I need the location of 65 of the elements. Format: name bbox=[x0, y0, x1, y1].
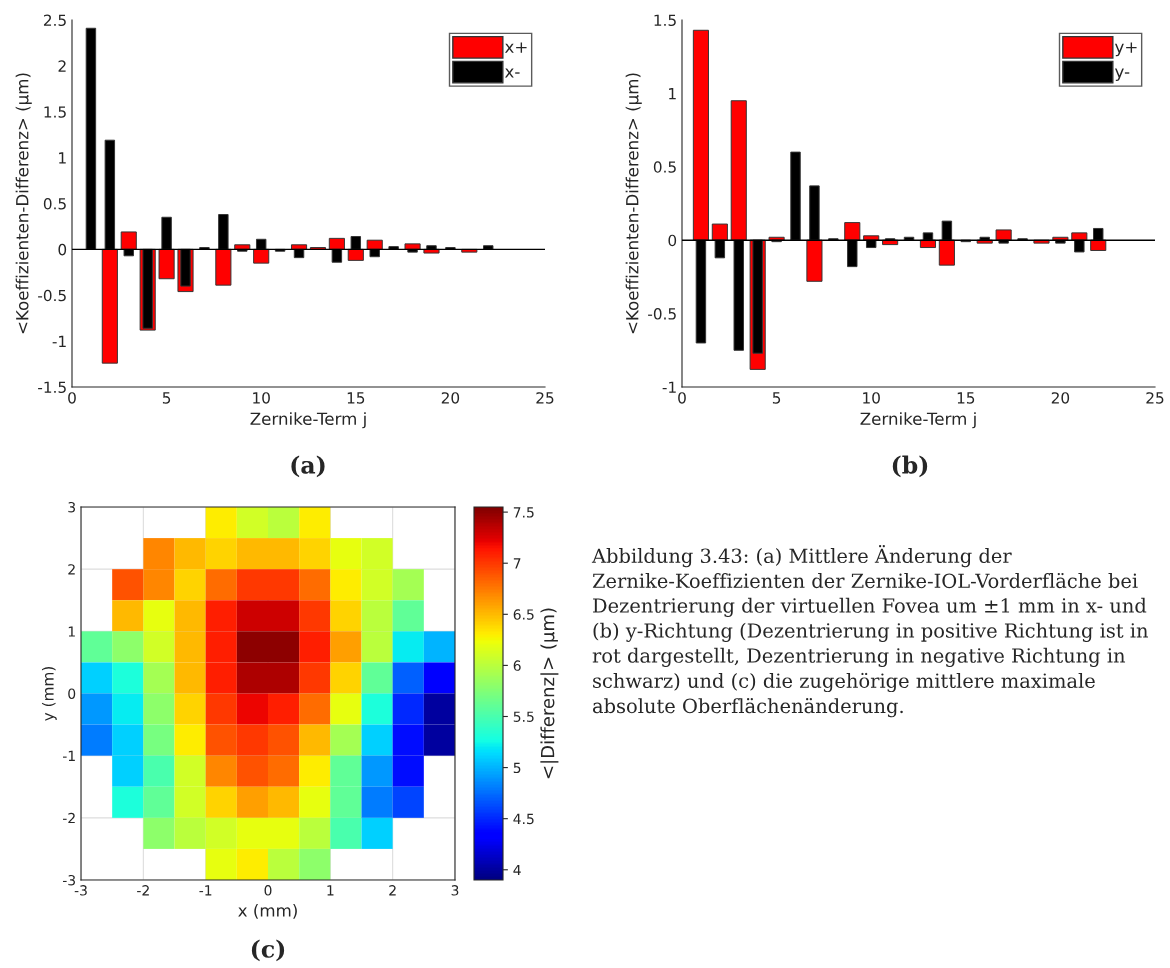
y-tick-label: -2 bbox=[62, 812, 75, 824]
x-axis-title: x (mm) bbox=[238, 903, 297, 919]
y-axis-title: <Koeffizienten-Differenz> (μm) bbox=[15, 73, 32, 334]
text: (c) bbox=[251, 939, 285, 962]
bar bbox=[234, 244, 251, 250]
x-axis-title: Zernike-Term j bbox=[860, 412, 976, 429]
x-tick-label: 0 bbox=[678, 392, 686, 404]
text: (a) bbox=[291, 455, 325, 478]
x-tick-label: 0 bbox=[264, 885, 272, 896]
legend-label: x- bbox=[504, 68, 520, 78]
x-tick-label: 2 bbox=[389, 885, 396, 896]
x-tick-label: -1 bbox=[199, 885, 212, 896]
y-tick-label: 0 bbox=[68, 688, 76, 699]
color-bar-label: 5.5 bbox=[513, 711, 534, 722]
color-bar-label: 7 bbox=[513, 558, 521, 569]
y-tick-label: -1 bbox=[662, 381, 676, 393]
color-bar-label: 7.5 bbox=[513, 507, 534, 518]
y-tick-label: 2 bbox=[68, 564, 75, 575]
x-tick-label: 10 bbox=[863, 392, 880, 404]
y-tick-label: 2 bbox=[58, 60, 66, 72]
y-tick-label: -1 bbox=[62, 750, 75, 761]
y-axis-title: y (mm) bbox=[41, 667, 57, 721]
y-tick-label: 0.5 bbox=[43, 197, 66, 210]
y-tick-label: 0.5 bbox=[653, 161, 676, 173]
y-tick-label: 0 bbox=[58, 243, 67, 256]
legend-label: x+ bbox=[504, 42, 527, 53]
x-tick-label: -2 bbox=[137, 885, 149, 896]
color-bar-label: 4.5 bbox=[513, 813, 534, 825]
color-bar-label: 6 bbox=[513, 660, 521, 671]
y-tick-label: 0 bbox=[668, 234, 677, 247]
x-tick-label: 5 bbox=[772, 392, 781, 404]
x-tick-label: 25 bbox=[536, 392, 554, 404]
color-bar-label: 5 bbox=[513, 762, 521, 774]
bar bbox=[995, 229, 1012, 241]
bar bbox=[404, 243, 421, 250]
text: (b) bbox=[892, 455, 928, 478]
color-bar-label: 4 bbox=[513, 864, 521, 876]
x-tick-label: 20 bbox=[1051, 392, 1070, 404]
y-tick-label: -1 bbox=[52, 335, 66, 347]
color-bar-title: <|Differenz|> (μm) bbox=[540, 608, 559, 779]
y-tick-label: -1.5 bbox=[38, 381, 66, 394]
y-tick-label: 1.5 bbox=[654, 14, 676, 27]
x-tick-label: 15 bbox=[957, 392, 975, 404]
y-tick-label: 1 bbox=[669, 88, 676, 100]
y-tick-label: 2.5 bbox=[43, 14, 66, 27]
x-axis-title: Zernike-Term j bbox=[250, 412, 366, 429]
x-tick-label: 15 bbox=[347, 392, 365, 404]
x-tick-label: 3 bbox=[451, 885, 459, 896]
x-tick-label: 5 bbox=[162, 392, 171, 404]
x-tick-label: 20 bbox=[441, 392, 460, 404]
y-tick-label: 1.5 bbox=[44, 106, 66, 118]
y-tick-label: -3 bbox=[62, 874, 76, 886]
y-axis-title: <Koeffizienten-Differenz> (μm) bbox=[625, 73, 642, 334]
y-tick-label: 3 bbox=[68, 501, 76, 513]
y-tick-label: -0.5 bbox=[38, 289, 66, 302]
x-tick-label: 25 bbox=[1146, 392, 1164, 404]
legend-label: y+ bbox=[1115, 42, 1137, 57]
y-tick-label: 1 bbox=[59, 152, 66, 164]
x-tick-label: 1 bbox=[327, 885, 334, 896]
y-tick-label: 1 bbox=[68, 626, 75, 637]
color-bar-label: 6.5 bbox=[513, 609, 534, 620]
x-tick-label: 10 bbox=[253, 392, 270, 404]
text: Abbildung 3.43: (a) Mittlere Änderung der Zernike-Koeffizienten der Zernike-IOL-Vorderfläche bei Dezentrierung der virtuellen Fovea um ±1 mm in x- und (b) y-Richtung (Dezentrierung in positive Richtung ist in rot dargestellt, Dezentrierung in negative Richtung in schwarz) und (c) die zugehörige mittlere maximale absolute Oberflächenänderung. bbox=[591, 545, 1149, 718]
y-tick-label: -0.5 bbox=[648, 308, 676, 320]
legend-label: y- bbox=[1115, 68, 1130, 82]
